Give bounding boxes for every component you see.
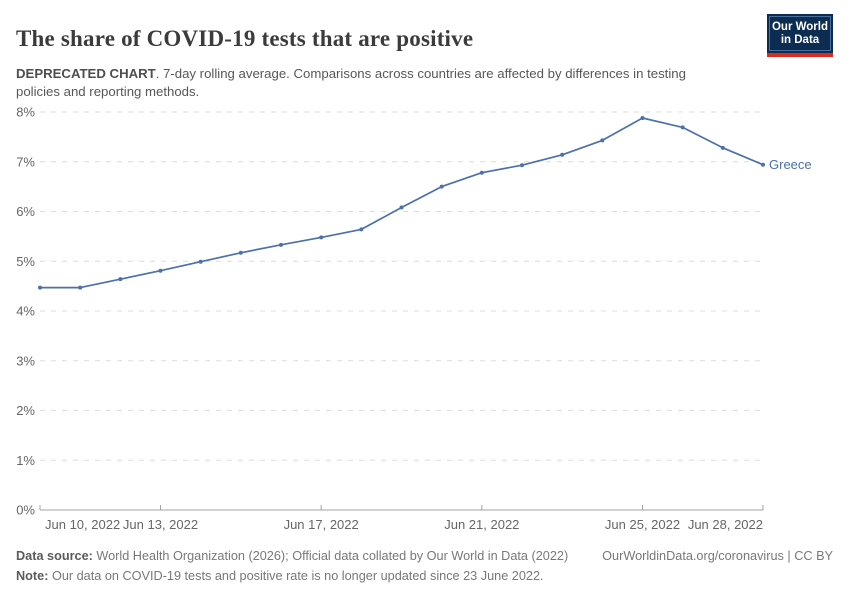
data-source-line: Data source: World Health Organization (…: [16, 546, 568, 566]
x-axis-tick-label: Jun 25, 2022: [605, 517, 680, 532]
y-axis-tick-label: 6%: [16, 204, 35, 219]
page-title: The share of COVID-19 tests that are pos…: [16, 26, 474, 52]
data-point-marker: [118, 277, 123, 282]
data-point-marker: [520, 163, 524, 168]
y-axis-tick-label: 7%: [16, 154, 35, 169]
x-axis-tick-label: Jun 10, 2022: [45, 517, 120, 532]
y-axis-tick-label: 0%: [16, 503, 35, 518]
data-point-marker: [761, 162, 765, 167]
x-axis-tick-label: Jun 17, 2022: [284, 517, 359, 532]
subtitle-text: . 7-day rolling average. Comparisons acr…: [16, 66, 686, 100]
owid-logo-line2: in Data: [780, 33, 820, 46]
y-axis-tick-label: 2%: [16, 403, 35, 418]
x-axis-tick-label: Jun 13, 2022: [123, 517, 198, 532]
y-axis-tick-label: 3%: [16, 353, 35, 368]
owid-logo-text: Our World in Data: [769, 16, 831, 51]
data-point-marker: [720, 145, 725, 150]
data-source-text: World Health Organization (2026); Offici…: [92, 549, 569, 563]
chart-subtitle: DEPRECATED CHART. 7-day rolling average.…: [16, 65, 716, 101]
data-point-marker: [560, 152, 565, 157]
data-point-marker: [640, 115, 645, 120]
data-point-marker: [359, 227, 364, 232]
data-point-marker: [38, 285, 42, 290]
note-label: Note:: [16, 569, 49, 583]
data-point-marker: [399, 205, 404, 210]
data-source-label: Data source:: [16, 549, 93, 563]
data-point-marker: [279, 242, 283, 247]
x-axis-tick-label: Jun 21, 2022: [444, 517, 519, 532]
y-axis-tick-label: 4%: [16, 304, 35, 319]
data-point-marker: [238, 250, 243, 255]
x-axis-tick-label: Jun 28, 2022: [688, 517, 763, 532]
subtitle-deprecated-label: DEPRECATED CHART: [16, 66, 156, 82]
series-line: [40, 117, 764, 289]
license-link[interactable]: OurWorldinData.org/coronavirus | CC BY: [602, 549, 833, 563]
y-axis-tick-label: 1%: [16, 453, 35, 468]
data-point-marker: [78, 285, 83, 290]
data-point-marker: [479, 170, 484, 175]
footer-source-row: Data source: World Health Organization (…: [16, 546, 833, 566]
chart-canvas[interactable]: 0% 1% 2% 3% 4% 5% 6% 7% 8% Jun 10, 2022 Jun 13, 20…: [0, 95, 850, 545]
note-text: Our data on COVID-19 tests and positive …: [48, 569, 544, 583]
y-axis-tick-label: 5%: [16, 254, 35, 269]
data-point-marker: [198, 259, 203, 264]
data-point-marker: [158, 268, 163, 273]
owid-logo-line1: Our World: [771, 20, 828, 33]
chart-footer: Data source: World Health Organization (…: [16, 546, 833, 586]
data-point-marker: [319, 235, 324, 240]
footer-note-row: Note: Our data on COVID-19 tests and pos…: [16, 566, 833, 586]
data-point-marker: [600, 138, 605, 143]
data-point-marker: [439, 184, 444, 189]
data-point-marker: [680, 125, 685, 130]
series-end-label: Greece: [769, 157, 812, 172]
y-axis-tick-label: 8%: [16, 105, 35, 120]
owid-logo[interactable]: Our World in Data: [767, 14, 833, 57]
